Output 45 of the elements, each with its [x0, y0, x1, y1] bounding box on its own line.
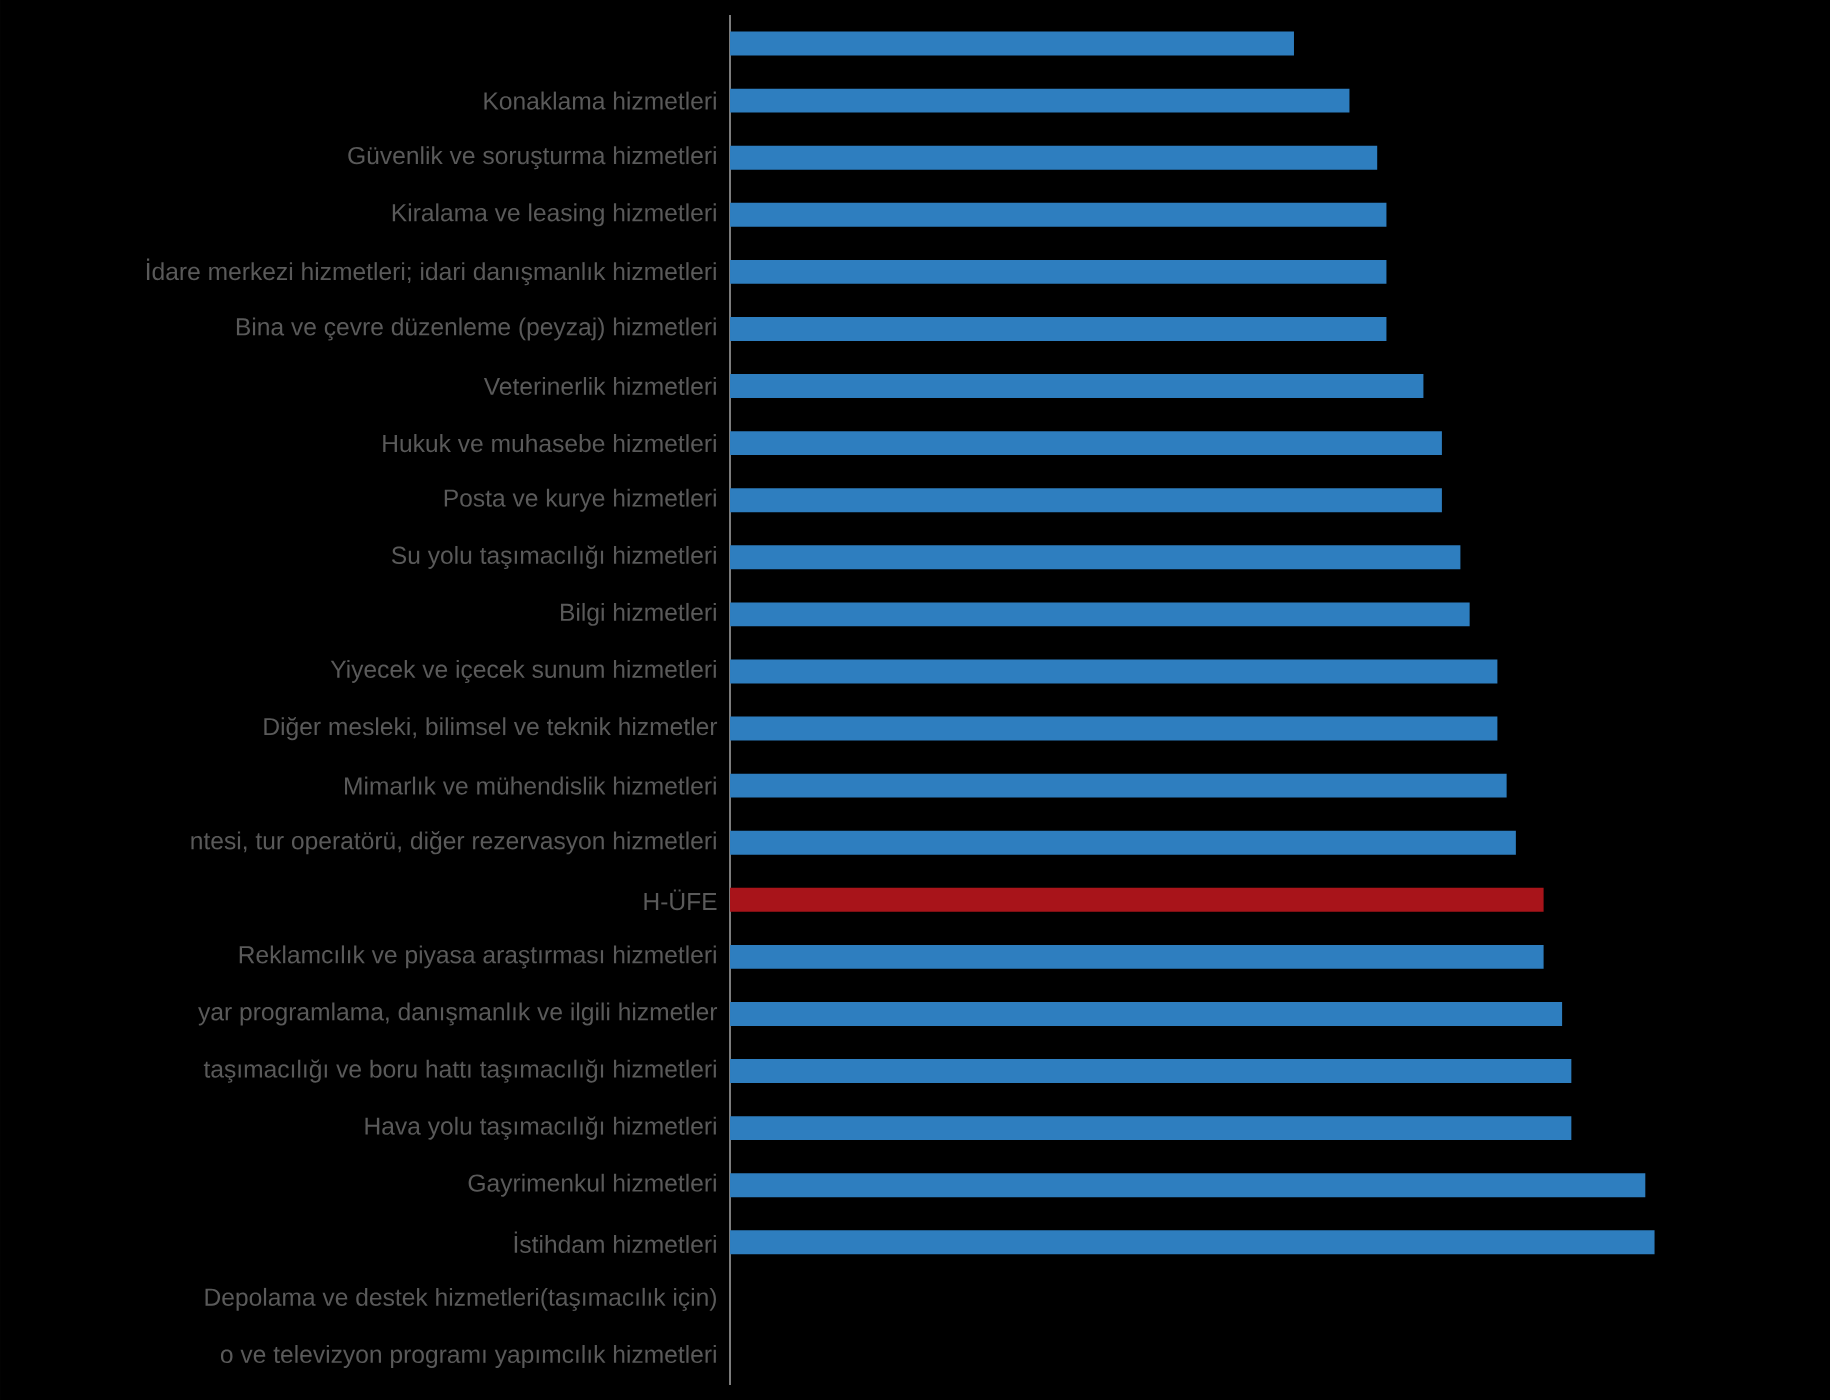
bar: [730, 88, 1350, 113]
y-tick-label: Diğer mesleki, bilimsel ve teknik hizmetler: [264, 716, 718, 741]
y-tick-label: Gayrimenkul hizmetleri: [468, 1173, 716, 1197]
bar: [730, 488, 1442, 513]
bar: [730, 316, 1387, 341]
y-tick-label: Konaklama hizmetleri: [484, 91, 716, 110]
y-tick-label: Posta ve kurye hizmetleri: [444, 488, 716, 512]
y-tick-label: Su yolu taşımacılığı hizmetleri: [391, 545, 716, 569]
y-tick-label: H-ÜFE: [644, 889, 717, 911]
bar: [730, 374, 1424, 399]
y-tick-label: Hava yolu taşımacılığı hizmetleri: [365, 1116, 716, 1140]
bar: [730, 259, 1387, 284]
y-tick-label: o ve televizyon programı yapımcılık hizmetleri: [220, 1345, 716, 1368]
y-tick-label: İdare merkezi hizmetleri; idari danışmanlık hizmetleri: [146, 258, 716, 286]
bar: [730, 431, 1442, 456]
bar: [730, 31, 1294, 56]
bar: [730, 1230, 1655, 1255]
y-tick-label: Hukuk ve muhasebe hizmetleri: [383, 434, 716, 453]
bar: [730, 887, 1544, 912]
y-tick-label: Yiyecek ve içecek sunum hizmetleri: [330, 659, 716, 684]
bar: [730, 1001, 1563, 1026]
bar: [730, 659, 1498, 684]
y-tick-label: Güvenlik ve soruşturma hizmetleri: [348, 146, 716, 170]
y-tick-label: ntesi, tur operatörü, diğer rezervasyon hizmetleri: [191, 831, 716, 855]
bar: [730, 1116, 1572, 1141]
y-tick-label: Bina ve çevre düzenleme (peyzaj) hizmetleri: [236, 317, 716, 341]
bar: [730, 202, 1387, 227]
y-tick-label: Mimarlık ve mühendislik hizmetleri: [345, 776, 716, 795]
bar: [730, 145, 1378, 170]
bar: [730, 602, 1470, 627]
bar: [730, 773, 1507, 798]
y-tick-label: Kiralama ve leasing hizmetleri: [392, 203, 716, 227]
y-tick-label: yar programlama, danışmanlık ve ilgili hizmetler: [198, 1002, 718, 1026]
bar: [730, 830, 1516, 855]
y-tick-label: Reklamcılık ve piyasa araştırması hizmetleri: [239, 945, 716, 969]
y-tick-label: Veterinerlik hizmetleri: [483, 377, 716, 396]
y-tick-label: İstihdam hizmetleri: [514, 1231, 716, 1254]
y-tick-label: Depolama ve destek hizmetleri(taşımacılık için): [205, 1287, 716, 1311]
bar: [730, 545, 1461, 570]
bar: [730, 1173, 1646, 1198]
bar: [730, 1059, 1572, 1084]
y-tick-label: Bilgi hizmetleri: [561, 602, 716, 626]
y-tick-label: taşımacılığı ve boru hattı taşımacılığı hizmetleri: [203, 1059, 716, 1083]
bar: [730, 716, 1498, 741]
bar: [730, 944, 1544, 969]
